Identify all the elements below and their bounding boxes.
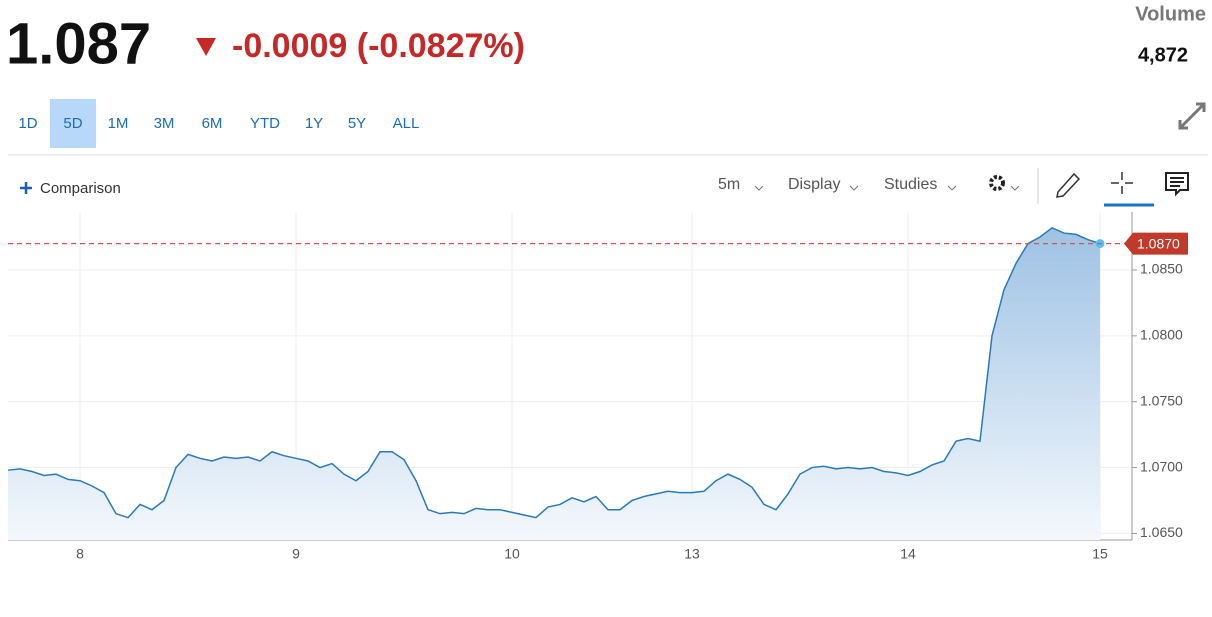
range-button[interactable]: 1M	[108, 115, 129, 132]
area-fill	[8, 227, 1100, 540]
y-tick-label: 1.0750	[1140, 392, 1183, 408]
expand-icon[interactable]	[1178, 102, 1206, 130]
range-button[interactable]: 6M	[202, 115, 223, 132]
reference-label: 1.0870	[1137, 235, 1180, 251]
x-tick-label: 13	[684, 546, 700, 562]
down-arrow	[196, 38, 216, 56]
x-tick-label: 15	[1092, 546, 1108, 562]
volume-value: 4,872	[1138, 44, 1188, 66]
range-selector: 1D 5D 1M 3M 6M YTD 1Y 5Y ALL	[18, 99, 419, 148]
y-tick-label: 1.0800	[1140, 327, 1183, 343]
range-button[interactable]: 3M	[154, 115, 175, 132]
range-button[interactable]: 1Y	[305, 115, 323, 132]
comparison-button[interactable]: Comparison	[40, 180, 121, 197]
crosshair-icon[interactable]	[1111, 172, 1133, 194]
chevron	[947, 185, 957, 191]
x-tick-label: 14	[900, 546, 916, 562]
price: 1.087	[6, 11, 151, 76]
reference-flag	[1124, 232, 1188, 255]
comment-icon[interactable]	[1165, 172, 1189, 197]
chevron	[1010, 185, 1020, 191]
display-button[interactable]: Display	[788, 176, 840, 193]
y-tick-label: 1.0700	[1140, 458, 1183, 474]
x-tick-label: 10	[504, 546, 520, 562]
range-button[interactable]: ALL	[393, 115, 420, 132]
price-change: -0.0009 (-0.0827%)	[232, 27, 525, 65]
draw-icon[interactable]	[1056, 172, 1081, 198]
price-line	[7, 226, 1101, 519]
studies-button[interactable]: Studies	[884, 176, 937, 193]
range-button[interactable]: 5Y	[348, 115, 366, 132]
range-button[interactable]: 5D	[63, 115, 82, 132]
y-tick-label: 1.0650	[1140, 524, 1183, 540]
y-tick-label: 1.0850	[1140, 261, 1183, 277]
chevron	[754, 185, 764, 191]
chevron	[849, 185, 859, 191]
range-button[interactable]: 1D	[18, 115, 37, 132]
settings-icon[interactable]	[989, 175, 1005, 191]
range-button[interactable]: YTD	[250, 115, 280, 132]
selected-range	[50, 99, 96, 148]
volume-label: Volume	[1135, 3, 1206, 25]
interval-button[interactable]: 5m	[718, 176, 740, 193]
plus-icon[interactable]	[20, 182, 32, 194]
chart: 1.0650 1.0700 1.0750 1.0800 1.0850 8 9 10 13 14 15…	[7, 212, 1188, 562]
x-tick-label: 8	[76, 546, 84, 562]
x-tick-label: 9	[292, 546, 300, 562]
